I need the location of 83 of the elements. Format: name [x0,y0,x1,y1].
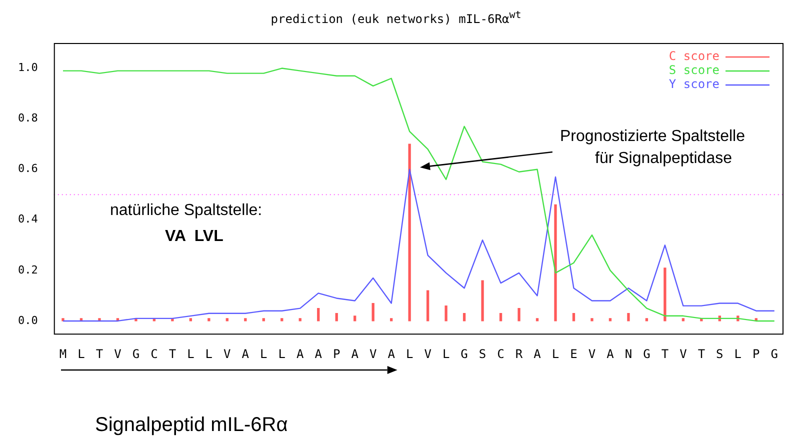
bar [335,313,338,322]
y-tick-label: 1.0 [18,61,38,74]
annotation: natürliche Spaltstelle: [110,202,262,220]
x-tick-label: A [534,346,542,361]
x-tick-label: V [680,346,687,361]
bar [426,290,430,322]
x-tick-label: M [59,346,67,361]
annotation: VA LVL [165,228,224,246]
x-tick-label: T [96,346,104,361]
x-tick-label: V [224,346,231,361]
bar [390,318,393,322]
bar [536,318,539,322]
x-tick-label: A [351,346,360,361]
x-tick-label: G [643,346,650,361]
x-tick-label: G [770,346,778,361]
x-tick-label: S [478,346,486,361]
y-tick-label: 0.4 [18,212,38,226]
x-tick-label: P [752,346,760,361]
x-tick-label: V [114,346,122,361]
x-tick-label: A [296,346,305,361]
x-tick-label: T [698,346,706,361]
x-tick-label: L [552,346,560,361]
legend-label: C score [668,49,720,64]
x-tick-label: A [314,346,323,361]
x-tick-label: L [442,346,450,361]
bar [518,308,520,322]
y-tick-label: 0.2 [18,263,38,276]
x-tick-label: L [260,346,268,361]
bar [226,318,228,322]
x-tick-label: A [388,346,396,361]
chart-title: prediction (euk networks) mIL-6Rα$^{wt}$ [270,10,522,26]
bar [244,318,247,322]
bar [554,204,557,322]
x-tick-label: L [78,346,85,361]
x-tick-label: L [205,346,213,361]
bar [664,268,666,322]
x-tick-label: N [624,346,632,361]
x-tick-label: G [132,346,140,361]
bar [499,313,502,322]
bar [408,144,411,322]
bar [608,318,612,322]
legend-label: Y score [668,77,720,92]
bar [444,305,448,322]
x-tick-label: E [570,346,578,361]
bar [590,318,594,322]
x-tick-label: L [187,346,194,361]
x-tick-label: T [661,346,669,361]
x-tick-label: A [242,346,250,361]
bar [208,318,210,322]
x-tick-label: L [278,346,286,361]
bar [372,302,374,322]
x-tick-label: L [406,346,414,361]
x-tick-label: R [515,346,524,361]
x-tick-label: C [150,346,158,361]
bar [189,318,192,322]
bar [298,318,302,322]
bar [627,313,630,322]
bar [317,308,320,322]
bar [645,318,648,322]
bar [481,280,484,322]
y-tick-label: 0.0 [18,314,38,327]
y-tick-label: 0.6 [18,162,38,176]
annotation: Prognostizierte Spaltstelle [560,128,745,146]
x-tick-label: S [716,346,724,361]
x-tick-label: V [424,346,432,361]
y-tick-label: 0.8 [18,112,38,125]
legend-label: S score [668,63,720,78]
x-tick-label: G [460,346,468,361]
x-tick-label: P [332,346,340,361]
bar [262,318,265,322]
x-tick-label: V [369,346,377,361]
x-tick-label: V [588,346,596,361]
bar [462,313,466,322]
text: Signalpeptid mIL-6Rα [95,414,288,437]
x-tick-label: L [734,346,742,361]
bar [280,318,284,322]
annotation: für Signalpeptidase [595,150,732,168]
x-tick-label: C [497,346,504,361]
bar [354,316,356,322]
x-tick-label: T [168,346,176,361]
bar [572,313,576,322]
bar [682,318,685,322]
x-tick-label: A [606,346,615,361]
